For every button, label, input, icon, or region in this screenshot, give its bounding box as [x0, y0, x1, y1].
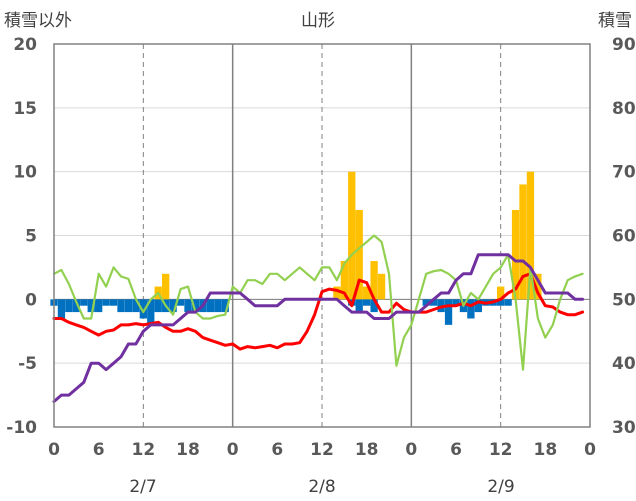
y-tick-left: 5	[25, 227, 37, 247]
y-tick-right: 70	[612, 163, 636, 183]
precip-bar	[355, 209, 363, 300]
negative-bar	[102, 299, 110, 306]
negative-bar	[370, 299, 378, 313]
green-series-line	[52, 234, 584, 371]
x-tick: 0	[405, 440, 417, 460]
y-tick-left: -10	[6, 418, 37, 438]
y-tick-right: 40	[612, 354, 636, 374]
negative-bar	[124, 299, 133, 313]
negative-bar	[184, 299, 192, 313]
y-tick-left: 0	[25, 290, 37, 310]
negative-bar	[95, 299, 103, 313]
precip-bar	[519, 184, 527, 300]
negative-bar	[139, 299, 147, 319]
negative-bar	[154, 299, 162, 313]
date-label-3: 2/9	[487, 477, 514, 497]
precip-bar	[511, 209, 520, 300]
negative-bar	[214, 299, 222, 313]
x-tick: 6	[450, 440, 462, 460]
negative-bar	[504, 299, 512, 306]
grid	[54, 44, 590, 427]
ylabel-right: 積雪	[598, 11, 632, 31]
x-tick: 6	[93, 440, 105, 460]
purple-series-line	[52, 253, 585, 403]
negative-bar	[474, 299, 482, 313]
negative-bar	[444, 299, 453, 325]
y-tick-right: 90	[612, 35, 636, 55]
y-tick-right: 80	[612, 99, 636, 119]
series-lines	[52, 234, 585, 403]
negative-bar	[117, 299, 125, 313]
x-tick: 0	[48, 440, 60, 460]
x-tick: 6	[271, 440, 283, 460]
negative-bar	[132, 299, 140, 313]
y-tick-left: 15	[13, 99, 37, 119]
negative-bar	[169, 299, 177, 313]
x-tick: 18	[355, 440, 379, 460]
date-label-1: 2/7	[129, 477, 156, 497]
negative-bar	[80, 299, 88, 306]
negative-bar	[452, 299, 460, 306]
x-tick: 18	[533, 440, 557, 460]
negative-bar	[422, 299, 430, 306]
negative-bar	[176, 299, 185, 306]
negative-bar	[363, 299, 371, 306]
negative-bar	[72, 299, 80, 313]
precip-bar	[526, 171, 535, 300]
y-tick-left: 20	[13, 35, 37, 55]
negative-bar	[430, 299, 438, 306]
x-tick: 0	[227, 440, 239, 460]
negative-bar	[497, 299, 505, 306]
negative-bar	[57, 299, 66, 319]
x-tick: 18	[176, 440, 200, 460]
negative-bar	[206, 299, 214, 313]
y-tick-left: 10	[13, 163, 37, 183]
y-tick-right: 60	[612, 227, 636, 247]
ylabel-left: 積雪以外	[4, 11, 72, 31]
precip-bar	[162, 273, 170, 300]
plot-border	[53, 43, 591, 428]
negative-bar	[355, 299, 363, 313]
x-tick: 12	[489, 440, 513, 460]
y-tick-right: 30	[612, 418, 636, 438]
x-tick: 0	[584, 440, 596, 460]
precip-bar	[348, 171, 356, 300]
negative-bar	[87, 299, 95, 313]
precip-bar	[340, 261, 348, 300]
precip-bar	[370, 261, 378, 300]
x-tick: 12	[131, 440, 155, 460]
negative-bar	[467, 299, 475, 319]
date-label-2: 2/8	[308, 477, 335, 497]
precip-bar	[497, 286, 505, 300]
x-tick: 12	[310, 440, 334, 460]
y-tick-right: 50	[612, 290, 636, 310]
negative-bar	[147, 299, 155, 325]
negative-bar	[191, 299, 200, 313]
precip-bar	[534, 273, 542, 300]
negative-bar	[65, 299, 73, 313]
precip-bar	[333, 286, 341, 300]
plot-frame	[53, 43, 591, 428]
precip-bar	[363, 286, 371, 300]
precip-bar	[377, 273, 386, 300]
negative-bar	[221, 299, 229, 313]
chart-title: 山形	[301, 11, 335, 31]
red-series-line	[52, 272, 585, 351]
y-tick-left: -5	[18, 354, 37, 374]
negative-bar	[109, 299, 118, 306]
